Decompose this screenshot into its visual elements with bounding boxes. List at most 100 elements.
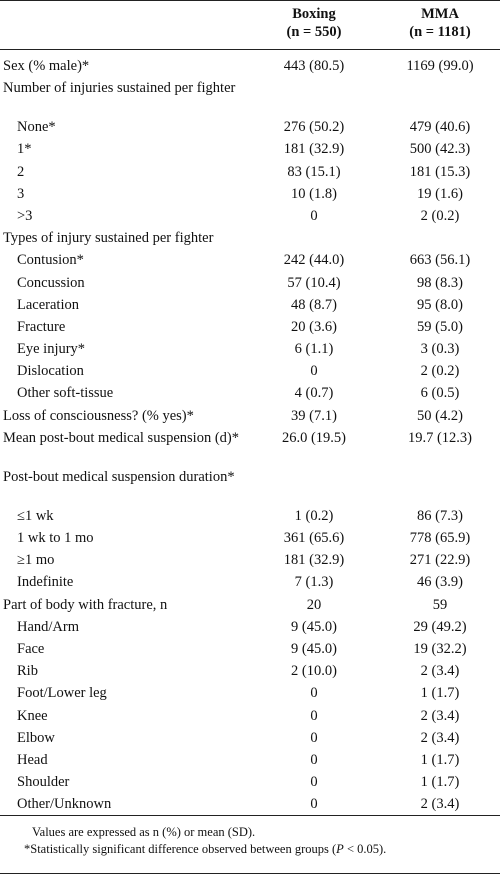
row-label: Types of injury sustained per fighter [3,230,214,247]
cell-mma: 479 (40.6) [409,119,471,136]
row-label: Laceration [17,296,79,313]
cell-boxing: 0 [310,207,318,224]
header-mma-n: (n = 1181) [409,24,471,40]
table-row: 2 83 (15.1) 181 (15.3) [0,162,500,184]
row-label: Foot/Lower leg [17,685,107,702]
row-label: Fracture [17,318,66,335]
row-label: Head [17,751,48,768]
table-row: 1 wk to 1 mo 361 (65.6) 778 (65.9) [0,528,500,550]
cell-mma: 59 [432,596,448,613]
cell-mma: 663 (56.1) [409,252,471,269]
table-row: Concussion 57 (10.4) 98 (8.3) [0,273,500,295]
cell-boxing: 0 [310,685,318,702]
table-row: Laceration 48 (8.7) 95 (8.0) [0,295,500,317]
cell-boxing: 39 (7.1) [291,407,337,424]
cell-boxing: 0 [310,729,318,746]
table-body: Sex (% male)* 443 (80.5) 1169 (99.0) Number… [0,56,500,816]
table-row: Face 9 (45.0) 19 (32.2) [0,639,500,661]
cell-boxing: 0 [310,363,318,380]
table-row: Eye injury* 6 (1.1) 3 (0.3) [0,339,500,361]
cell-boxing: 361 (65.6) [283,530,345,546]
table-row: Number of injuries sustained per fighter [0,78,500,117]
row-label: 3 [17,185,25,202]
row-label: ≤1 wk [17,507,54,524]
table-row: Dislocation 0 2 (0.2) [0,361,500,383]
cell-mma: 2 (0.2) [420,207,460,224]
row-label: Loss of consciousness? (% yes)* [3,407,194,424]
row-label: >3 [17,207,33,224]
table-row: Foot/Lower leg 0 1 (1.7) [0,683,500,705]
row-label: Dislocation [17,363,84,380]
row-label: 1 wk to 1 mo [17,530,94,546]
cell-mma: 778 (65.9) [409,530,471,546]
row-label: Mean post-bout medical suspension (d)* [3,429,239,446]
cell-mma: 50 (4.2) [417,407,463,424]
table-row: Mean post-bout medical suspension (d)* 26… [0,428,500,467]
cell-mma: 271 (22.9) [409,552,471,569]
row-label: 2 [17,163,25,180]
table-row: Other/Unknown 0 2 (3.4) [0,794,500,816]
cell-boxing: 9 (45.0) [291,640,337,657]
table-row: Shoulder 0 1 (1.7) [0,772,500,794]
cell-mma: 500 (42.3) [409,141,471,158]
cell-boxing: 0 [310,707,318,724]
cell-boxing: 0 [310,796,318,813]
row-label: None* [17,119,56,136]
cell-mma: 2 (3.4) [420,729,460,746]
table-row: Rib 2 (10.0) 2 (3.4) [0,661,500,683]
header-rule [0,49,500,50]
row-label: Indefinite [17,574,74,591]
table-row: 3 10 (1.8) 19 (1.6) [0,184,500,206]
table-row: Indefinite 7 (1.3) 46 (3.9) [0,572,500,594]
table-row: Part of body with fracture, n 20 59 [0,595,500,617]
cell-mma: 1 (1.7) [420,774,460,791]
row-label: Concussion [17,274,85,291]
cell-boxing: 181 (32.9) [283,141,345,158]
row-label: ≥1 mo [17,552,55,569]
cell-boxing: 4 (0.7) [294,385,334,402]
table-row: 1* 181 (32.9) 500 (42.3) [0,139,500,161]
top-rule [0,0,500,1]
table-row: Head 0 1 (1.7) [0,750,500,772]
cell-mma: 1169 (99.0) [406,58,474,74]
cell-mma: 95 (8.0) [417,296,463,313]
cell-boxing: 20 [306,596,322,613]
table-row: Loss of consciousness? (% yes)* 39 (7.1) 5… [0,406,500,428]
table-row: Fracture 20 (3.6) 59 (5.0) [0,317,500,339]
row-label: Face [17,640,45,657]
footnote-significance: *Statistically significant difference ob… [24,841,386,857]
cell-mma: 86 (7.3) [417,507,463,524]
cell-boxing: 26.0 (19.5) [281,429,347,446]
table-row: Hand/Arm 9 (45.0) 29 (49.2) [0,617,500,639]
bottom-rule [0,815,500,816]
table-row: None* 276 (50.2) 479 (40.6) [0,117,500,139]
row-label: Other/Unknown [17,796,112,813]
cell-boxing: 2 (10.0) [291,663,337,680]
header-mma-title: MMA [421,6,459,22]
table-row: Types of injury sustained per fighter [0,228,500,250]
row-label: Hand/Arm [17,618,80,635]
cell-boxing: 83 (15.1) [287,163,341,180]
cell-mma: 1 (1.7) [420,685,460,702]
cell-boxing: 1 (0.2) [294,507,334,524]
row-label: Knee [17,707,48,724]
row-label: Other soft-tissue [17,385,114,402]
table-row: >3 0 2 (0.2) [0,206,500,228]
cell-mma: 3 (0.3) [420,341,460,358]
row-label: 1* [17,141,32,158]
table-row: Post-bout medical suspension duration* [0,467,500,506]
cell-boxing: 0 [310,751,318,768]
cell-mma: 2 (3.4) [420,663,460,680]
header-mma: MMA (n = 1181) [380,5,500,41]
cell-mma: 29 (49.2) [413,618,467,635]
row-label: Part of body with fracture, n [3,596,168,613]
row-label: Eye injury* [17,341,86,358]
cell-boxing: 48 (8.7) [291,296,337,313]
row-label: Sex (% male)* [3,58,90,74]
row-label: Rib [17,663,38,680]
cell-boxing: 276 (50.2) [283,119,345,136]
table-row: ≤1 wk 1 (0.2) 86 (7.3) [0,506,500,528]
cell-mma: 19.7 (12.3) [407,429,473,446]
cell-mma: 98 (8.3) [417,274,463,291]
